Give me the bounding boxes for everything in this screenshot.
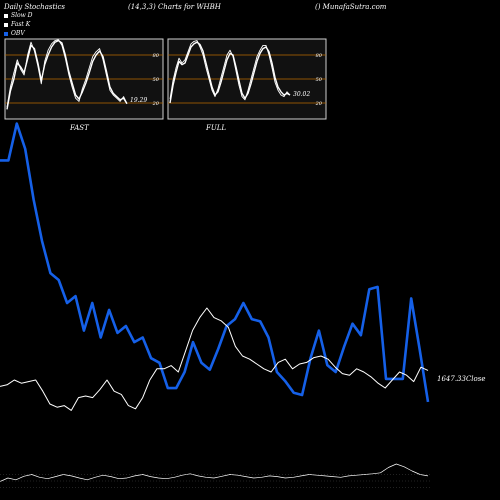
fast-series-fast-k [6,39,128,108]
site-name: () MunafaSutra.com [315,3,387,11]
fast-last-value: 19.29 [130,97,147,104]
fast-level-label: 80 [153,53,160,59]
close-label: 1647.33Close [437,375,486,383]
price-line [0,307,429,411]
legend-fast-k: Fast K [4,21,30,28]
chart-subtitle: (14,3,3) Charts for WHBH [128,3,221,11]
bottom-oscillator-line [0,463,429,482]
full-series-slow-d [169,41,291,104]
fast-series-slow-d [6,39,128,110]
full-panel-label: FULL [206,124,227,132]
full-level-label: 50 [316,77,323,83]
legend-swatch-icon [4,22,8,27]
full-level-label: 80 [316,53,323,59]
legend-swatch-icon [4,13,8,18]
legend-slow-d: Slow D [4,12,33,19]
full-last-value: 30.02 [293,91,310,98]
full-series-fast-k [169,40,291,101]
chart-title: Daily Stochastics [4,3,66,11]
legend-swatch-icon [4,31,8,36]
obv-line [0,122,430,403]
fast-panel-label: FAST [70,124,89,132]
fast-level-label: 50 [153,77,160,83]
legend-obv: OBV [4,30,25,37]
full-level-label: 20 [315,101,323,107]
fast-level-label: 20 [152,101,160,107]
